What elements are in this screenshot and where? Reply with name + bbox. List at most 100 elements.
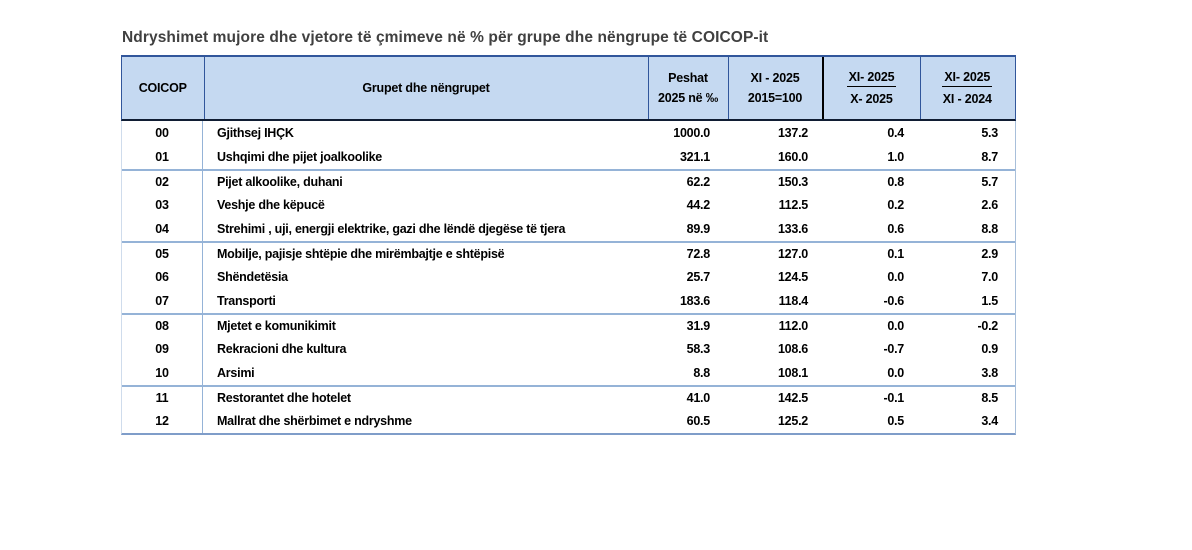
weight-cell: 62.2 — [686, 175, 711, 189]
index-cell: 160.0 — [777, 150, 808, 164]
table-row: 06 Shëndetësia 25.7 124.5 0.0 7.0 — [122, 265, 1015, 289]
table-body: 00 Gjithsej IHÇK 1000.0 137.2 0.4 5.3 01… — [121, 121, 1016, 435]
header-index-line1: XI - 2025 — [750, 71, 800, 86]
header-monthly-denominator: X- 2025 — [850, 92, 893, 106]
header-coicop-label: COICOP — [138, 80, 187, 95]
coicop-code-cell: 06 — [122, 265, 203, 289]
annual-change-cell: 1.5 — [981, 294, 998, 308]
annual-change-cell: 3.4 — [981, 414, 998, 428]
weight-cell: 60.5 — [686, 414, 711, 428]
group-name-cell: Mjetet e komunikimit — [217, 319, 336, 333]
table-row: 07 Transporti 183.6 118.4 -0.6 1.5 — [122, 289, 1015, 313]
table-row: 02 Pijet alkoolike, duhani 62.2 150.3 0.… — [122, 169, 1015, 193]
coicop-code-cell: 09 — [122, 337, 203, 361]
weight-cell: 41.0 — [686, 391, 711, 405]
header-weights: Peshat 2025 në ‰ — [647, 57, 728, 119]
index-cell: 150.3 — [777, 175, 808, 189]
index-cell: 127.0 — [777, 247, 808, 261]
annual-change-cell: 7.0 — [981, 270, 998, 284]
table-row: 12 Mallrat dhe shërbimet e ndryshme 60.5… — [122, 409, 1015, 433]
annual-change-cell: -0.2 — [977, 319, 998, 333]
annual-change-cell: 8.7 — [981, 150, 998, 164]
table-row: 09 Rekracioni dhe kultura 58.3 108.6 -0.… — [122, 337, 1015, 361]
header-index: XI - 2025 2015=100 — [727, 57, 822, 119]
index-cell: 133.6 — [777, 222, 808, 236]
annual-change-cell: 5.7 — [981, 175, 998, 189]
weight-cell: 25.7 — [686, 270, 711, 284]
monthly-change-cell: 1.0 — [887, 150, 904, 164]
group-name-cell: Rekracioni dhe kultura — [217, 342, 347, 356]
header-monthly-numerator: XI- 2025 — [846, 70, 897, 87]
coicop-code-cell: 02 — [122, 171, 203, 193]
weight-cell: 321.1 — [679, 150, 710, 164]
monthly-change-cell: 0.2 — [887, 198, 904, 212]
group-name-cell: Arsimi — [217, 366, 255, 380]
weight-cell: 89.9 — [686, 222, 711, 236]
index-cell: 142.5 — [777, 391, 808, 405]
header-groups: Grupet dhe nëngrupet — [203, 57, 648, 119]
coicop-code-cell: 00 — [122, 121, 203, 145]
monthly-change-cell: 0.0 — [887, 319, 904, 333]
coicop-code-cell: 04 — [122, 217, 203, 241]
index-cell: 108.1 — [777, 366, 808, 380]
group-name-cell: Mobilje, pajisje shtëpie dhe mirëmbajtje… — [217, 247, 505, 261]
annual-change-cell: 8.8 — [981, 222, 998, 236]
monthly-change-cell: -0.1 — [883, 391, 904, 405]
index-cell: 118.4 — [778, 294, 809, 308]
header-coicop: COICOP — [122, 57, 204, 119]
group-name-cell: Shëndetësia — [217, 270, 288, 284]
group-name-cell: Strehimi , uji, energji elektrike, gazi … — [217, 222, 566, 236]
monthly-change-cell: 0.0 — [887, 270, 904, 284]
group-name-cell: Ushqimi dhe pijet joalkoolike — [217, 150, 383, 164]
group-name-cell: Veshje dhe këpucë — [217, 198, 325, 212]
monthly-change-cell: 0.5 — [887, 414, 904, 428]
monthly-change-cell: 0.6 — [887, 222, 904, 236]
group-name-cell: Restorantet dhe hotelet — [217, 391, 351, 405]
coicop-code-cell: 07 — [122, 289, 203, 313]
table-row: 01 Ushqimi dhe pijet joalkoolike 321.1 1… — [122, 145, 1015, 169]
table-header-row: COICOP Grupet dhe nëngrupet Peshat 2025 … — [121, 55, 1016, 121]
index-cell: 112.5 — [778, 198, 809, 212]
table-row: 08 Mjetet e komunikimit 31.9 112.0 0.0 -… — [122, 313, 1015, 337]
coicop-code-cell: 05 — [122, 243, 203, 265]
table-row: 04 Strehimi , uji, energji elektrike, ga… — [122, 217, 1015, 241]
annual-change-cell: 5.3 — [981, 126, 998, 140]
group-name-cell: Gjithsej IHÇK — [217, 126, 294, 140]
coicop-code-cell: 12 — [122, 409, 203, 433]
table-row: 00 Gjithsej IHÇK 1000.0 137.2 0.4 5.3 — [122, 121, 1015, 145]
monthly-change-cell: -0.7 — [883, 342, 904, 356]
header-weights-line1: Peshat — [668, 71, 708, 86]
annual-change-cell: 0.9 — [981, 342, 998, 356]
weight-cell: 8.8 — [693, 366, 710, 380]
annual-change-cell: 3.8 — [981, 366, 998, 380]
header-monthly-change: XI- 2025 X- 2025 — [821, 57, 920, 119]
index-cell: 125.2 — [777, 414, 808, 428]
coicop-code-cell: 08 — [122, 315, 203, 337]
index-cell: 137.2 — [777, 126, 808, 140]
header-groups-label: Grupet dhe nëngrupet — [362, 80, 490, 95]
weight-cell: 183.6 — [679, 294, 710, 308]
monthly-change-cell: 0.8 — [887, 175, 904, 189]
table-row: 11 Restorantet dhe hotelet 41.0 142.5 -0… — [122, 385, 1015, 409]
index-cell: 108.6 — [777, 342, 808, 356]
header-weights-line2: 2025 në ‰ — [657, 90, 719, 105]
table-row: 10 Arsimi 8.8 108.1 0.0 3.8 — [122, 361, 1015, 385]
group-name-cell: Transporti — [217, 294, 276, 308]
annual-change-cell: 2.9 — [981, 247, 998, 261]
coicop-code-cell: 01 — [122, 145, 203, 169]
header-annual-numerator: XI- 2025 — [942, 70, 993, 87]
annual-change-cell: 8.5 — [981, 391, 998, 405]
monthly-change-cell: 0.1 — [887, 247, 904, 261]
group-name-cell: Mallrat dhe shërbimet e ndryshme — [217, 414, 412, 428]
coicop-code-cell: 10 — [122, 361, 203, 385]
weight-cell: 72.8 — [686, 247, 711, 261]
coicop-code-cell: 03 — [122, 193, 203, 217]
weight-cell: 1000.0 — [673, 126, 710, 140]
group-name-cell: Pijet alkoolike, duhani — [217, 175, 343, 189]
coicop-table: COICOP Grupet dhe nëngrupet Peshat 2025 … — [121, 55, 1016, 435]
table-row: 05 Mobilje, pajisje shtëpie dhe mirëmbaj… — [122, 241, 1015, 265]
weight-cell: 58.3 — [686, 342, 711, 356]
header-annual-denominator: XI - 2024 — [942, 92, 992, 106]
table-row: 03 Veshje dhe këpucë 44.2 112.5 0.2 2.6 — [122, 193, 1015, 217]
header-index-line2: 2015=100 — [747, 90, 803, 105]
